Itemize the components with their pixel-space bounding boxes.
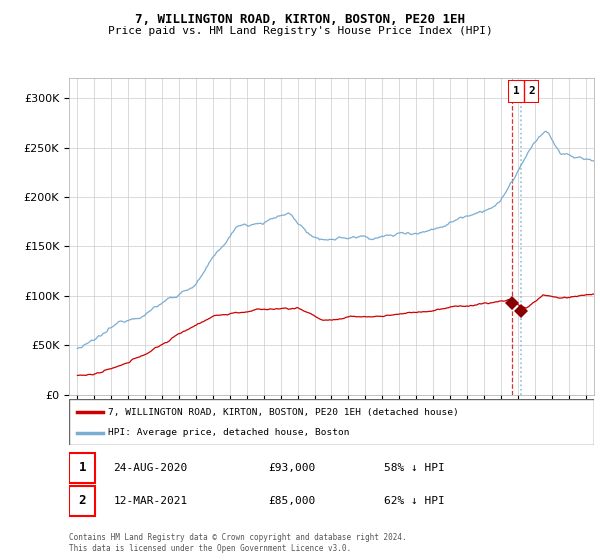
Text: Contains HM Land Registry data © Crown copyright and database right 2024.
This d: Contains HM Land Registry data © Crown c… <box>69 533 407 553</box>
FancyBboxPatch shape <box>69 452 95 483</box>
FancyBboxPatch shape <box>508 80 539 103</box>
Text: HPI: Average price, detached house, Boston: HPI: Average price, detached house, Bost… <box>109 428 350 437</box>
Text: 62% ↓ HPI: 62% ↓ HPI <box>384 496 445 506</box>
Text: Price paid vs. HM Land Registry's House Price Index (HPI): Price paid vs. HM Land Registry's House … <box>107 26 493 36</box>
FancyBboxPatch shape <box>69 486 95 516</box>
Text: 7, WILLINGTON ROAD, KIRTON, BOSTON, PE20 1EH (detached house): 7, WILLINGTON ROAD, KIRTON, BOSTON, PE20… <box>109 408 459 417</box>
Text: £85,000: £85,000 <box>269 496 316 506</box>
Text: 2: 2 <box>79 494 86 507</box>
Text: 1: 1 <box>79 461 86 474</box>
FancyBboxPatch shape <box>69 399 594 445</box>
Text: 7, WILLINGTON ROAD, KIRTON, BOSTON, PE20 1EH: 7, WILLINGTON ROAD, KIRTON, BOSTON, PE20… <box>135 13 465 26</box>
Text: 1: 1 <box>512 86 520 96</box>
Text: 24-AUG-2020: 24-AUG-2020 <box>113 463 188 473</box>
Text: 2: 2 <box>528 86 535 96</box>
Text: 58% ↓ HPI: 58% ↓ HPI <box>384 463 445 473</box>
Text: £93,000: £93,000 <box>269 463 316 473</box>
Text: 12-MAR-2021: 12-MAR-2021 <box>113 496 188 506</box>
